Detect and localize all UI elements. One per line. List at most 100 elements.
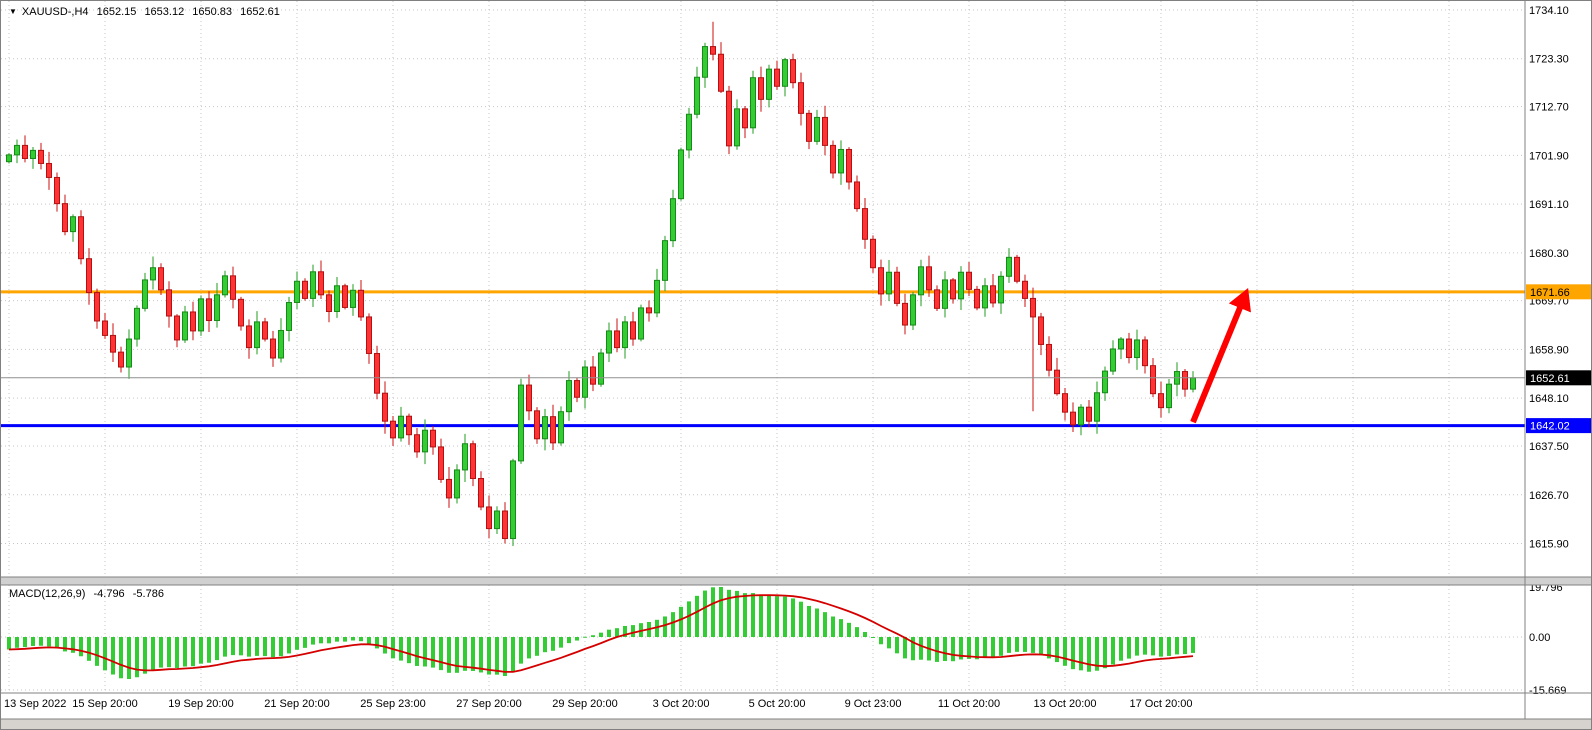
trend-arrow[interactable] (1190, 287, 1251, 424)
candle (278, 329, 284, 359)
macd-histogram-bar (335, 637, 339, 642)
macd-histogram-bar (1047, 637, 1051, 659)
candle (1182, 371, 1188, 390)
price-axis-label: 1723.30 (1529, 54, 1569, 66)
macd-histogram-bar (807, 605, 811, 637)
candle (814, 116, 820, 142)
candle (190, 311, 196, 332)
macd-histogram-bar (943, 637, 947, 662)
candle (462, 443, 468, 471)
macd-histogram-bar (487, 637, 491, 675)
macd-axis-label: -15.669 (1529, 685, 1566, 697)
macd-histogram-bar (695, 595, 699, 637)
macd-histogram-bar (631, 625, 635, 637)
macd-histogram-bar (407, 637, 411, 664)
candle (646, 307, 652, 314)
candle (598, 352, 604, 385)
candle (846, 148, 852, 183)
candle (686, 113, 692, 151)
macd-histogram-bar (271, 637, 275, 658)
bid-price-tag-label: 1652.61 (1530, 373, 1570, 385)
macd-histogram-bar (759, 594, 763, 637)
candle (782, 59, 788, 87)
macd-histogram-bar (1103, 637, 1107, 669)
candle (622, 321, 628, 349)
macd-histogram-bar (871, 637, 875, 638)
macd-histogram-bar (159, 637, 163, 668)
macd-histogram-bar (319, 637, 323, 644)
macd-histogram-bar (343, 637, 347, 642)
candle (390, 420, 396, 439)
candle (126, 338, 132, 368)
macd-histogram-bar (767, 594, 771, 637)
pane-divider[interactable] (1, 577, 1592, 585)
candle (366, 316, 372, 354)
candle (790, 59, 796, 84)
macd-histogram-bar (359, 637, 363, 642)
macd-histogram-bar (263, 637, 267, 657)
candle (902, 302, 908, 326)
candle (958, 271, 964, 300)
candle (838, 148, 844, 174)
macd-histogram-bar (87, 637, 91, 661)
macd-histogram-bar (375, 637, 379, 649)
candle (246, 325, 252, 349)
macd-histogram-bar (1023, 637, 1027, 652)
candle (1022, 280, 1028, 299)
macd-histogram-bar (791, 598, 795, 637)
candle (678, 149, 684, 200)
candle (1006, 256, 1012, 277)
macd-histogram-bar (287, 637, 291, 654)
candle (726, 90, 732, 147)
macd-histogram-bar (919, 637, 923, 660)
candle (110, 334, 116, 353)
candle (1094, 392, 1100, 422)
macd-histogram-bar (1039, 637, 1043, 656)
macd-histogram-bar (591, 635, 595, 637)
candle (1062, 393, 1068, 413)
candle (502, 510, 508, 540)
macd-histogram-bar (463, 637, 467, 671)
macd-histogram-bar (391, 637, 395, 659)
candle (1038, 316, 1044, 345)
macd-histogram-bar (471, 637, 475, 671)
macd-histogram-bar (719, 587, 723, 637)
candle (406, 415, 412, 436)
macd-histogram-bar (63, 637, 67, 652)
macd-histogram-bar (551, 637, 555, 651)
candle (1166, 383, 1172, 409)
macd-histogram-bar (735, 590, 739, 637)
candle (718, 53, 724, 92)
candle (614, 330, 620, 349)
macd-histogram-bar (751, 593, 755, 637)
macd-histogram-bar (623, 625, 627, 637)
macd-histogram-bar (151, 637, 155, 670)
resistance-price-tag-label: 1671.66 (1530, 287, 1570, 299)
candle (62, 203, 68, 233)
candle (606, 330, 612, 354)
candle (574, 380, 580, 398)
candle (1054, 369, 1060, 395)
macd-histogram-bar (1079, 637, 1083, 671)
macd-histogram-bar (519, 637, 523, 664)
macd-histogram-bar (1071, 637, 1075, 670)
macd-histogram-bar (855, 627, 859, 637)
macd-histogram-bar (583, 636, 587, 638)
macd-histogram-bar (295, 637, 299, 650)
chart-menu-icon[interactable]: ▼ (9, 7, 17, 16)
candle (1070, 411, 1076, 426)
price-axis-label: 1637.50 (1529, 441, 1569, 453)
candle (886, 271, 892, 295)
macd-histogram-bar (679, 606, 683, 637)
macd-histogram-bar (1151, 637, 1155, 656)
macd-histogram-bar (615, 628, 619, 637)
macd-histogram-bar (1143, 637, 1147, 655)
candle (198, 298, 204, 332)
candle (374, 352, 380, 394)
candle (6, 154, 12, 163)
macd-histogram-bar (567, 637, 571, 644)
macd-histogram-bar (711, 587, 715, 637)
macd-histogram-bar (503, 637, 507, 677)
candle (270, 338, 276, 359)
